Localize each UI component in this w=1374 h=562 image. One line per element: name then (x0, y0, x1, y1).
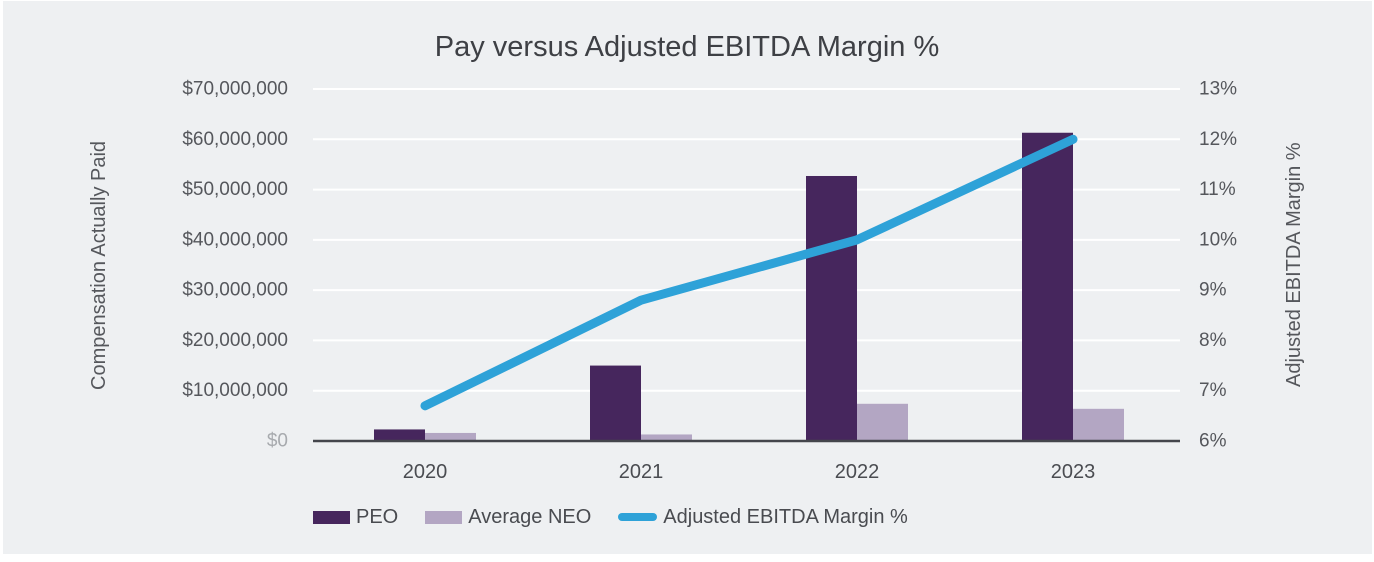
left-axis-tick: $70,000,000 (182, 79, 288, 100)
legend-label-peo: PEO (356, 505, 399, 528)
right-axis-tick: 13% (1199, 79, 1237, 100)
left-axis-tick: $50,000,000 (182, 179, 288, 200)
left-axis-tick: $0 (267, 431, 288, 452)
right-axis-tick: 10% (1199, 229, 1237, 250)
legend-label-ebitda-margin: Adjusted EBITDA Margin % (663, 505, 908, 528)
left-axis-tick: $30,000,000 (182, 280, 288, 301)
x-axis-label-2020: 2020 (403, 461, 448, 483)
peo-bar-2023 (1022, 132, 1073, 441)
right-axis-tick: 6% (1199, 431, 1227, 452)
legend-item-peo: PEO (313, 506, 398, 529)
average-neo-bar-2022 (857, 403, 908, 441)
right-axis-tick: 12% (1199, 129, 1237, 150)
right-axis-tick: 8% (1199, 330, 1227, 351)
legend: PEO Average NEO Adjusted EBITDA Margin % (313, 503, 908, 531)
x-axis-label-2021: 2021 (619, 461, 664, 483)
average-neo-bar-2023 (1073, 408, 1124, 441)
average-neo-bar-2020 (425, 432, 476, 441)
right-axis-tick: 9% (1199, 280, 1227, 301)
peo-bar-2020 (374, 429, 425, 441)
ebitda-margin-line (420, 134, 1078, 411)
right-axis-tick: 11% (1199, 179, 1236, 200)
peo-bar-2021 (590, 365, 641, 441)
average-neo-swatch-icon (425, 510, 463, 524)
x-axis-label-2023: 2023 (1051, 461, 1096, 483)
left-axis-tick: $20,000,000 (182, 330, 288, 351)
chart-background-panel (3, 1, 1372, 554)
average-neo-bar-2021 (641, 434, 692, 441)
right-axis-tick: 7% (1199, 380, 1227, 401)
peo-bar-2022 (806, 175, 857, 441)
ebitda-line-swatch-icon (618, 513, 658, 521)
left-axis-tick: $40,000,000 (182, 229, 288, 250)
x-axis-label-2022: 2022 (835, 461, 880, 483)
legend-item-average-neo: Average NEO (425, 506, 591, 529)
left-axis-tick: $10,000,000 (182, 380, 288, 401)
left-axis-tick: $60,000,000 (182, 129, 288, 150)
legend-label-average-neo: Average NEO (468, 505, 592, 528)
peo-swatch-icon (313, 510, 350, 524)
chart-title: Pay versus Adjusted EBITDA Margin % (434, 31, 940, 63)
legend-item-ebitda-margin: Adjusted EBITDA Margin % (618, 506, 908, 529)
